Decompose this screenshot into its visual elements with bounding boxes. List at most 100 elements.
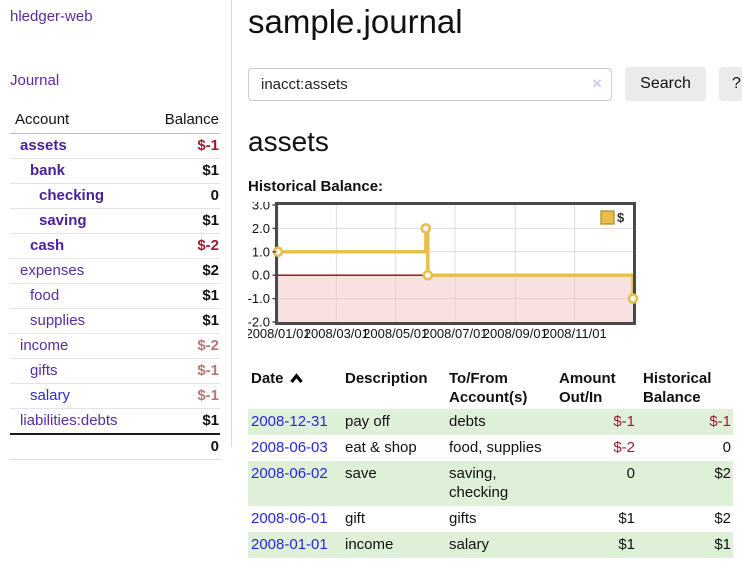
accounts-header-account: Account xyxy=(10,109,145,134)
x-tick-label: 2008/05/01 xyxy=(363,326,428,341)
register-date-cell: 2008-06-02 xyxy=(248,461,345,506)
account-balance: $1 xyxy=(144,408,220,435)
help-button[interactable]: ? xyxy=(719,67,742,101)
account-row: liabilities:debts $1 xyxy=(10,408,220,435)
sidebar-account-cash[interactable]: cash xyxy=(30,237,65,254)
sidebar: hledger-web Journal Account Balance asse… xyxy=(0,0,232,460)
register-description-cell: pay off xyxy=(345,413,390,430)
register-header-accounts[interactable]: To/From Account(s) xyxy=(449,370,528,406)
register-amount-cell: $-1 xyxy=(613,413,635,430)
account-name-cell: income xyxy=(10,333,145,359)
register-balance-cell: 0 xyxy=(722,439,731,456)
register-header-description[interactable]: Description xyxy=(345,370,428,387)
clear-search-icon[interactable]: × xyxy=(592,73,602,93)
register-amount-cell: $1 xyxy=(618,510,635,527)
account-name-cell: liabilities:debts xyxy=(10,408,145,435)
main-content: sample.journal × Search ? assets Histori… xyxy=(232,0,742,558)
account-row: food $1 xyxy=(10,283,220,309)
sidebar-account-supplies[interactable]: supplies xyxy=(30,312,86,329)
sidebar-account-gifts[interactable]: gifts xyxy=(30,362,58,379)
register-description-cell: income xyxy=(345,536,394,553)
register-balance-cell: $1 xyxy=(714,536,731,553)
account-row: checking 0 xyxy=(10,183,220,209)
account-row: bank $1 xyxy=(10,158,220,184)
transaction-date-link[interactable]: 2008-01-01 xyxy=(251,536,328,553)
register-description-cell: save xyxy=(345,465,377,482)
transaction-date-link[interactable]: 2008-12-31 xyxy=(251,413,328,430)
y-tick-label: -2.0 xyxy=(248,315,270,330)
sidebar-account-liabilities-debts[interactable]: liabilities:debts xyxy=(20,412,118,429)
register-header-amount[interactable]: Amount Out/In xyxy=(559,370,616,406)
sidebar-account-salary[interactable]: salary xyxy=(30,387,71,404)
accounts-total-row: 0 xyxy=(10,433,220,460)
transaction-date-link[interactable]: 2008-06-01 xyxy=(251,510,328,527)
account-balance: $-2 xyxy=(144,233,220,259)
search-button[interactable]: Search xyxy=(625,67,706,101)
account-balance: $-1 xyxy=(144,133,220,159)
nav-journal-link[interactable]: Journal xyxy=(10,72,60,89)
brand-link[interactable]: hledger-web xyxy=(10,8,93,25)
register-balance-cell: $-1 xyxy=(709,413,731,430)
chart-title: Historical Balance: xyxy=(248,178,384,195)
y-tick-label: 3.0 xyxy=(252,202,270,213)
y-tick-label: -1.0 xyxy=(248,291,270,306)
account-row: saving $1 xyxy=(10,208,220,234)
account-name-cell: gifts xyxy=(10,358,145,384)
register-date-cell: 2008-06-01 xyxy=(248,506,345,532)
register-date-cell: 2008-06-03 xyxy=(248,435,345,461)
legend-label: $ xyxy=(617,210,625,225)
register-accounts-cell: gifts xyxy=(449,510,477,527)
account-balance: $1 xyxy=(144,283,220,309)
accounts-header-row: Account Balance xyxy=(10,109,220,134)
accounts-header-balance: Balance xyxy=(144,109,220,134)
account-row: supplies $1 xyxy=(10,308,220,334)
account-balance: $-1 xyxy=(144,383,220,409)
date-header-label: Date xyxy=(251,370,284,387)
x-tick-label: 2008/09/01 xyxy=(483,326,548,341)
historical-balance-chart: $3.0 2.0 1.0 0.0 -1.0 -2.0 2008/01/01 2008/03/0… xyxy=(245,198,742,346)
register-amount-cell: 0 xyxy=(626,465,635,482)
register-description-cell: gift xyxy=(345,510,366,527)
sidebar-account-saving[interactable]: saving xyxy=(39,212,87,229)
sidebar-account-income[interactable]: income xyxy=(20,337,69,354)
sidebar-account-bank[interactable]: bank xyxy=(30,162,66,179)
register-amount-cell: $-2 xyxy=(613,439,635,456)
account-row: salary $-1 xyxy=(10,383,220,409)
plot-border xyxy=(275,202,636,325)
transaction-date-link[interactable]: 2008-06-02 xyxy=(251,465,328,482)
account-row: assets $-1 xyxy=(10,133,220,159)
account-balance: $-1 xyxy=(144,358,220,384)
legend-swatch xyxy=(600,210,615,225)
register-accounts-cell: food, supplies xyxy=(449,439,542,456)
register-row: 2008-01-01 income salary $1 $1 xyxy=(248,532,733,558)
accounts-total-balance: 0 xyxy=(144,433,220,460)
register-row: 2008-12-31 pay off debts $-1 $-1 xyxy=(248,409,733,435)
sidebar-account-expenses[interactable]: expenses xyxy=(20,262,85,279)
register-header-balance[interactable]: Historical Balance xyxy=(643,370,712,406)
account-name-cell: cash xyxy=(10,233,145,259)
register-accounts-cell: salary xyxy=(449,536,490,553)
account-balance: $1 xyxy=(144,208,220,234)
sidebar-account-food[interactable]: food xyxy=(30,287,60,304)
sidebar-account-checking[interactable]: checking xyxy=(39,187,105,204)
search-form: × Search ? xyxy=(248,67,742,101)
x-tick-label: 2008/07/01 xyxy=(422,326,487,341)
account-name-cell: checking xyxy=(10,183,145,209)
register-header-date[interactable]: Date xyxy=(248,367,345,409)
search-input[interactable] xyxy=(248,67,612,101)
account-name-cell: bank xyxy=(10,158,145,184)
sidebar-account-assets[interactable]: assets xyxy=(20,137,67,154)
register-description-cell: eat & shop xyxy=(345,439,417,456)
data-point-marker xyxy=(422,269,434,281)
transaction-date-link[interactable]: 2008-06-03 xyxy=(251,439,328,456)
account-balance: $1 xyxy=(144,308,220,334)
account-row: expenses $2 xyxy=(10,258,220,284)
y-tick-label: 1.0 xyxy=(252,244,270,259)
register-accounts-cell: debts xyxy=(449,413,486,430)
data-point-marker xyxy=(627,293,639,304)
account-row: cash $-2 xyxy=(10,233,220,259)
account-name-cell: assets xyxy=(10,133,145,159)
y-tick-label: 2.0 xyxy=(252,221,270,236)
register-date-cell: 2008-12-31 xyxy=(248,409,345,435)
x-tick-label: 2008/03/01 xyxy=(304,326,369,341)
